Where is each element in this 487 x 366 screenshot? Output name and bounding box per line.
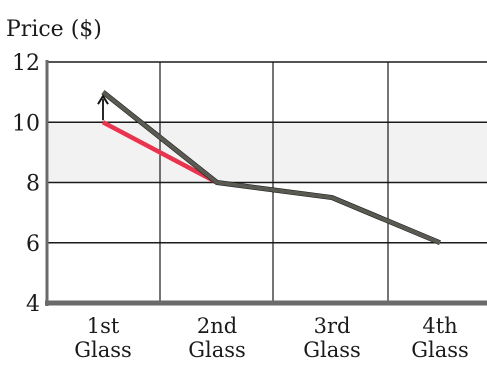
series-line-1 xyxy=(101,120,219,185)
y-tick-label-12: 12 xyxy=(12,51,40,76)
plot-band xyxy=(49,122,487,183)
x-tick-label-3: 3rd Glass xyxy=(303,314,361,362)
y-tick-label-10: 10 xyxy=(12,111,40,136)
series-lines xyxy=(101,90,441,246)
y-tick-label-4: 4 xyxy=(26,292,40,317)
y-axis-label: Price ($) xyxy=(6,17,102,42)
x-tick-label-4: 4th Glass xyxy=(411,314,469,362)
x-tick-label-2: 2nd Glass xyxy=(188,314,246,362)
y-tick-label-6: 6 xyxy=(26,232,40,257)
x-tick-label-1: 1st Glass xyxy=(74,314,132,362)
plot-background xyxy=(49,122,487,183)
grid-lines xyxy=(47,61,487,303)
axes xyxy=(45,60,487,306)
tick-labels: 4 6 8 10 12 1st Glass 2nd Glass 3rd Glass 4th Glass xyxy=(12,51,469,362)
series-line-3 xyxy=(101,90,441,245)
annotation-arrow-head-0 xyxy=(97,94,109,105)
y-tick-label-8: 8 xyxy=(26,172,40,197)
annotations xyxy=(97,94,109,121)
